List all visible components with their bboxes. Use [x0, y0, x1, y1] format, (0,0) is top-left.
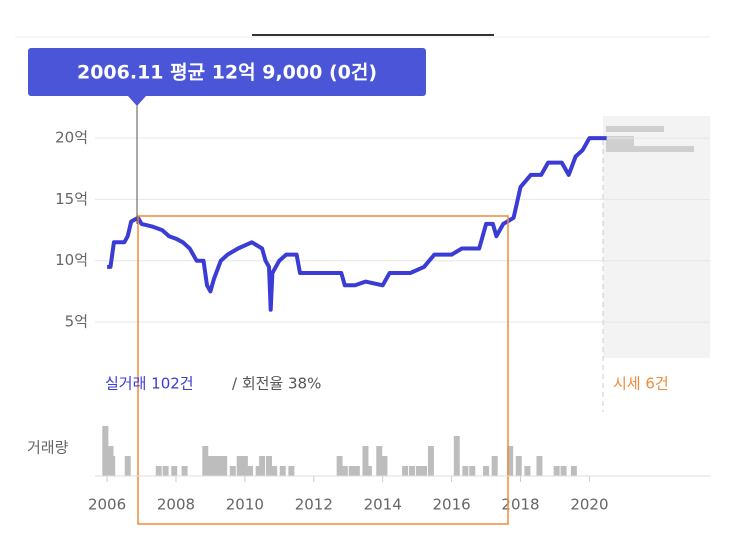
quote-bar [606, 146, 694, 152]
volume-bar [507, 446, 514, 476]
volume-bar [207, 456, 214, 476]
volume-bar [221, 456, 228, 476]
volume-bar [109, 456, 116, 476]
volume-bar [229, 466, 236, 476]
quote-bar [606, 126, 664, 132]
volume-bar [415, 466, 422, 476]
price-line [107, 136, 607, 312]
volume-bar [241, 456, 248, 476]
volume-bar [553, 466, 560, 476]
tooltip-arrow [128, 96, 146, 106]
volume-bar [453, 436, 460, 476]
volume-bar [171, 466, 178, 476]
volume-bar [365, 466, 372, 476]
volume-bar [217, 456, 224, 476]
volume-bar [271, 466, 278, 476]
volume-bar [462, 466, 469, 476]
volume-label: 거래량 [27, 439, 69, 457]
volume-bar [279, 466, 286, 476]
volume-bar [515, 456, 522, 476]
volume-bar [162, 466, 169, 476]
x-tick-label: 2012 [295, 496, 333, 514]
volume-bar [288, 466, 295, 476]
volume-bar [341, 466, 348, 476]
volume-bar [124, 456, 131, 476]
quote-area [603, 116, 710, 358]
x-tick-label: 2006 [88, 496, 126, 514]
volume-bar [353, 466, 360, 476]
highlight-box [137, 215, 509, 525]
volume-bar [212, 456, 219, 476]
volume-bar [376, 446, 383, 476]
volume-bar [247, 466, 254, 476]
y-tick-label: 20억 [55, 129, 88, 147]
y-tick-label: 10억 [55, 251, 88, 269]
volume-bar [102, 426, 109, 476]
volume-bar [469, 466, 476, 476]
tooltip-text: 2006.11 평균 12억 9,000 (0건) [77, 62, 377, 84]
quote-count: 시세 6건 [613, 375, 669, 393]
volume-bar [536, 456, 543, 476]
trade-count: 실거래 102건 [105, 375, 194, 393]
x-tick-label: 2020 [570, 496, 608, 514]
quote-bar [606, 136, 634, 146]
volume-bar [402, 466, 409, 476]
volume-bar [181, 466, 188, 476]
volume-bar [427, 446, 434, 476]
tooltip-box [28, 48, 426, 96]
volume-bar [202, 446, 209, 476]
volume-bar [421, 466, 428, 476]
volume-bar [524, 466, 531, 476]
volume-bar [570, 466, 577, 476]
x-tick-label: 2008 [157, 496, 195, 514]
volume-bar [381, 456, 388, 476]
volume-bar [265, 456, 272, 476]
volume-bar [362, 446, 369, 476]
volume-bar [336, 456, 343, 476]
x-tick-label: 2010 [226, 496, 264, 514]
volume-bar [236, 456, 243, 476]
volume-bar [483, 466, 490, 476]
volume-bar [491, 456, 498, 476]
x-tick-label: 2014 [364, 496, 402, 514]
volume-bar [259, 456, 266, 476]
x-tick-label: 2016 [433, 496, 471, 514]
volume-bar [155, 466, 162, 476]
volume-bar [348, 466, 355, 476]
y-tick-label: 5억 [65, 313, 88, 331]
y-tick-label: 15억 [55, 190, 88, 208]
volume-bar [408, 466, 415, 476]
volume-bar [255, 466, 262, 476]
volume-bar [560, 466, 567, 476]
x-tick-label: 2018 [501, 496, 539, 514]
turnover: / 회전율 38% [232, 375, 321, 393]
